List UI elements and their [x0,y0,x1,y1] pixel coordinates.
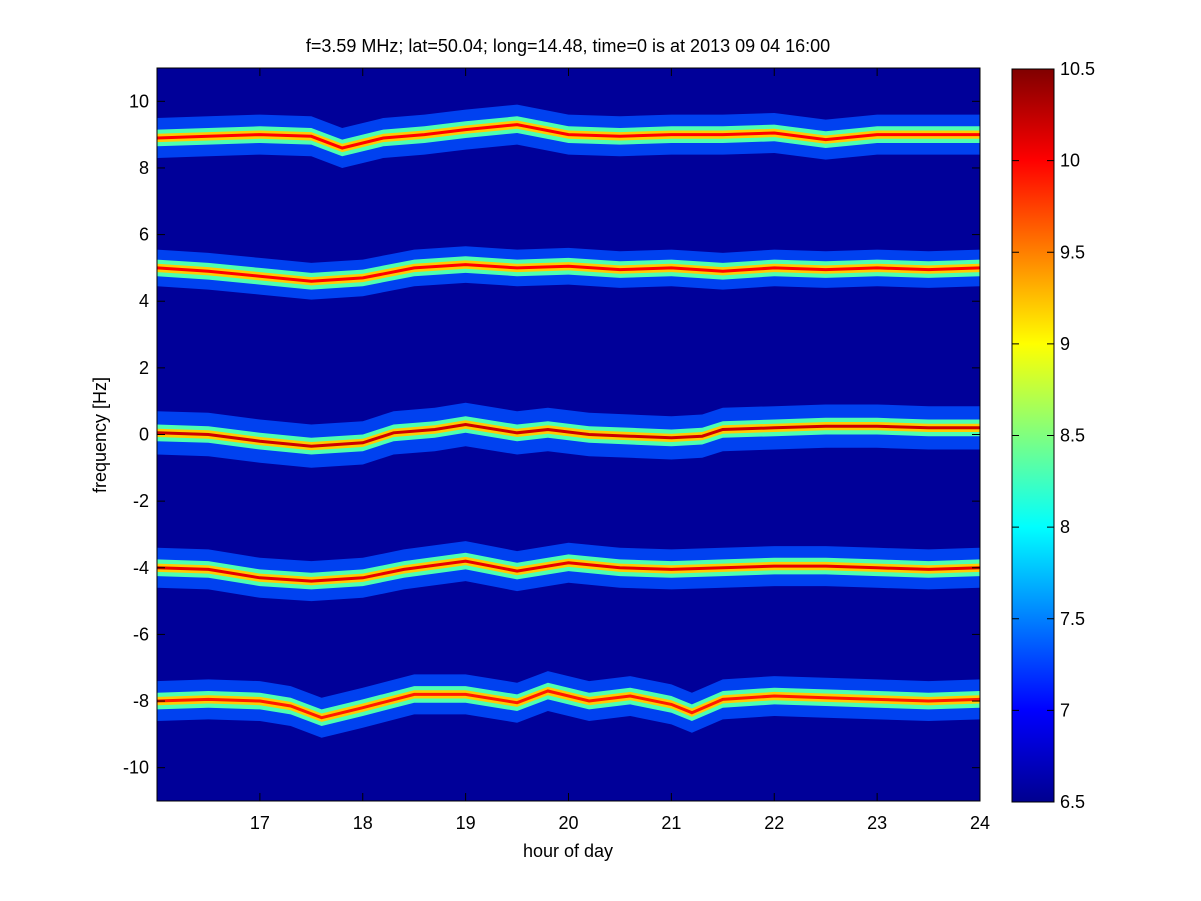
heatmap-layer [157,104,980,738]
x-tick-label: 19 [456,813,476,833]
colorbar-tick-label: 10.5 [1060,59,1095,79]
colorbar-tick-label: 8.5 [1060,426,1085,446]
y-tick-label: -10 [123,758,149,778]
band-2-core [157,422,980,448]
x-axis-ticks: 17 18 19 20 21 22 23 24 [250,68,990,833]
colorbar-ticks: 6.5 7 7.5 8 8.5 9 9.5 10 10.5 [1012,59,1095,812]
y-tick-label: -4 [133,558,149,578]
y-tick-label: 2 [139,358,149,378]
chart-title: f=3.59 MHz; lat=50.04; long=14.48, time=… [306,36,830,56]
x-tick-label: 21 [661,813,681,833]
colorbar-tick-label: 6.5 [1060,792,1085,812]
band-1 [157,246,980,300]
y-tick-label: 8 [139,158,149,178]
x-tick-label: 18 [353,813,373,833]
band-4 [157,671,980,738]
y-axis-label: frequency [Hz] [90,377,110,493]
band-1-core [157,263,980,283]
x-tick-label: 20 [558,813,578,833]
x-tick-label: 22 [764,813,784,833]
x-axis-label: hour of day [523,841,613,861]
colorbar-tick-label: 9.5 [1060,242,1085,262]
x-tick-label: 24 [970,813,990,833]
x-tick-label: 23 [867,813,887,833]
y-tick-label: 0 [139,425,149,445]
y-axis-ticks: -10 -8 -6 -4 -2 0 2 4 6 8 10 [123,91,980,778]
x-tick-label: 17 [250,813,270,833]
colorbar-tick-label: 8 [1060,517,1070,537]
y-tick-label: 10 [129,91,149,111]
colorbar-tick-label: 7 [1060,700,1070,720]
y-tick-label: -2 [133,491,149,511]
colorbar-tick-label: 10 [1060,151,1080,171]
band-0 [157,104,980,168]
band-0-core [157,123,980,150]
colorbar-tick-label: 9 [1060,334,1070,354]
band-3-core [157,559,980,583]
colorbar: 6.5 7 7.5 8 8.5 9 9.5 10 10.5 [1011,59,1095,812]
y-tick-label: 4 [139,291,149,311]
y-tick-label: 6 [139,225,149,245]
band-3 [157,541,980,602]
band-4-core [157,689,980,720]
band-2 [157,402,980,468]
y-tick-label: -8 [133,691,149,711]
y-tick-label: -6 [133,624,149,644]
colorbar-tick-label: 7.5 [1060,609,1085,629]
